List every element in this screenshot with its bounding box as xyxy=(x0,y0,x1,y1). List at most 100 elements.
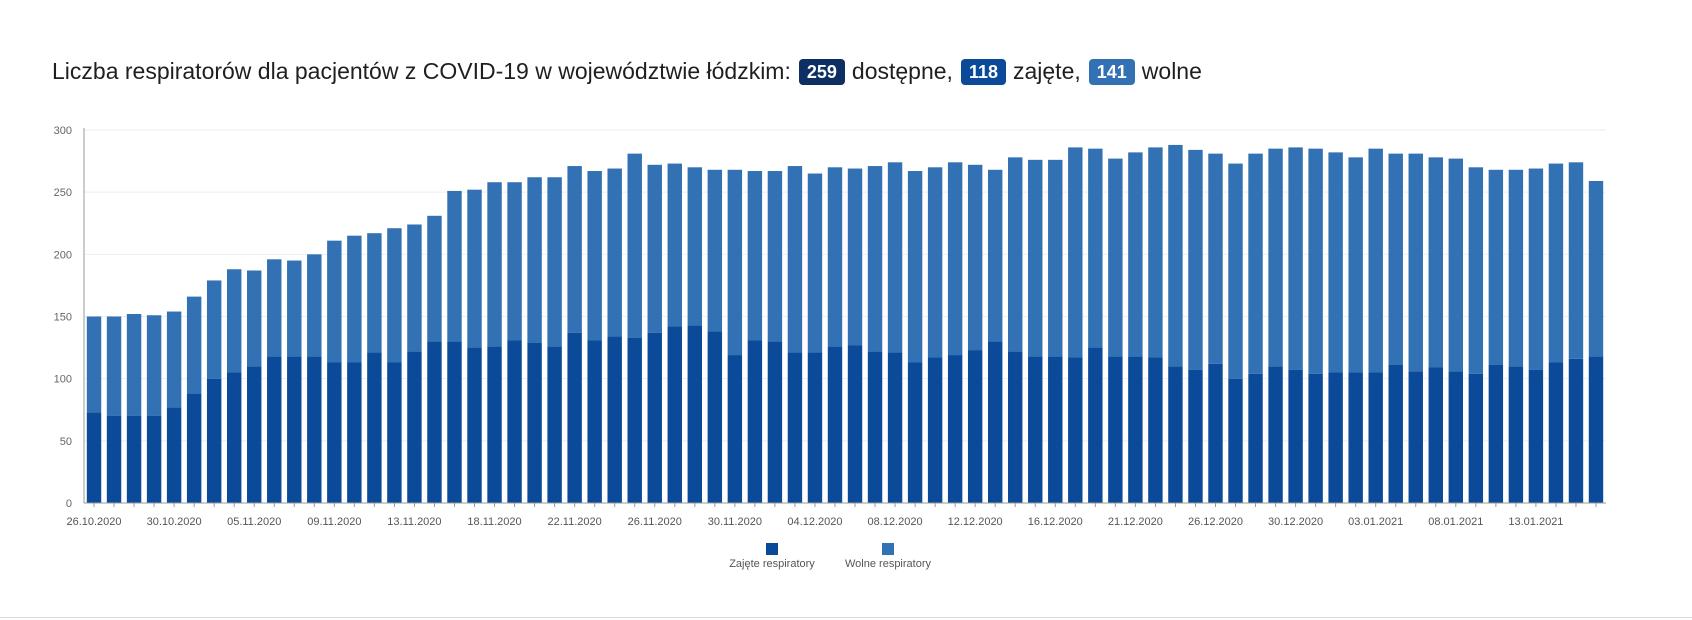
bar-free xyxy=(707,169,723,332)
bar-occupied xyxy=(166,407,182,503)
bar-occupied xyxy=(1308,373,1323,503)
bar-free xyxy=(487,182,502,347)
bar-free xyxy=(1468,167,1484,374)
bar-free xyxy=(347,235,362,363)
bar-occupied xyxy=(787,352,803,503)
bar-occupied xyxy=(1428,367,1443,503)
bar-free xyxy=(687,167,703,326)
bar-occupied xyxy=(527,342,542,503)
bar-occupied xyxy=(967,350,983,503)
bar-free xyxy=(647,164,662,333)
bar-occupied xyxy=(687,325,703,503)
bar-occupied xyxy=(247,366,262,503)
bar-occupied xyxy=(307,356,322,503)
bar-free xyxy=(387,228,402,363)
bar-occupied xyxy=(947,355,963,503)
bar-free xyxy=(747,171,763,341)
bar-occupied xyxy=(987,341,1003,503)
x-tick-label: 13.11.2020 xyxy=(387,516,441,528)
bar-occupied xyxy=(1328,372,1343,503)
bars xyxy=(86,144,1604,503)
legend: Zajęte respiratory Wolne respiratory xyxy=(729,543,931,570)
bar-free xyxy=(1368,148,1383,373)
bar-free xyxy=(367,233,382,353)
bar-free xyxy=(1248,153,1263,374)
bar-occupied xyxy=(1088,347,1103,503)
bar-occupied xyxy=(367,352,382,503)
bar-occupied xyxy=(747,340,763,503)
bar-occupied xyxy=(1148,357,1163,503)
bar-free xyxy=(947,162,963,356)
bar-free xyxy=(1388,153,1403,365)
bar-occupied xyxy=(1128,356,1143,503)
bar-free xyxy=(1448,158,1464,372)
bar-occupied xyxy=(1028,356,1043,503)
bar-occupied xyxy=(1288,369,1303,503)
bar-free xyxy=(267,259,282,357)
bar-occupied xyxy=(86,412,102,503)
bar-occupied xyxy=(1248,373,1263,503)
bar-occupied xyxy=(587,340,602,503)
bar-free xyxy=(1088,148,1103,348)
bar-occupied xyxy=(607,336,622,503)
x-tick-label: 22.11.2020 xyxy=(548,516,602,528)
bottom-divider xyxy=(0,617,1692,618)
y-tick-label: 100 xyxy=(54,374,72,386)
x-tick-label: 13.01.2021 xyxy=(1508,516,1563,528)
bar-free xyxy=(126,314,142,416)
y-tick-label: 50 xyxy=(60,436,72,448)
bar-free xyxy=(1188,149,1203,370)
x-tick-label: 12.12.2020 xyxy=(948,516,1003,528)
bar-free xyxy=(86,316,102,413)
bar-occupied xyxy=(126,415,142,503)
bar-free xyxy=(186,296,202,394)
y-tick-label: 150 xyxy=(54,312,72,324)
bar-occupied xyxy=(327,362,342,503)
bar-occupied xyxy=(1268,366,1283,503)
bar-occupied xyxy=(347,362,362,503)
legend-swatch-free xyxy=(882,543,894,555)
x-tick-label: 08.12.2020 xyxy=(868,516,923,528)
bar-free xyxy=(1588,180,1604,357)
bar-free xyxy=(1408,153,1423,372)
occupied-label: zajęte, xyxy=(1012,58,1081,84)
occupied-badge: 118 xyxy=(960,58,1006,85)
bar-free xyxy=(1308,148,1323,374)
bar-free xyxy=(307,254,322,357)
bar-occupied xyxy=(847,345,863,503)
legend-label-occupied: Zajęte respiratory xyxy=(729,558,815,570)
bar-occupied xyxy=(267,356,282,503)
bar-free xyxy=(527,177,542,343)
bar-occupied xyxy=(407,351,422,503)
bar-occupied xyxy=(1468,373,1484,503)
bar-free xyxy=(1028,159,1043,357)
bar-occupied xyxy=(1188,369,1203,503)
bar-free xyxy=(827,167,843,347)
bar-occupied xyxy=(727,355,743,503)
bar-free xyxy=(1568,162,1584,359)
x-tick-label: 09.11.2020 xyxy=(307,516,361,528)
bar-occupied xyxy=(1008,351,1023,503)
x-tick-label: 26.12.2020 xyxy=(1188,516,1243,528)
bar-occupied xyxy=(1568,358,1584,503)
bar-free xyxy=(327,240,342,363)
free-badge: 141 xyxy=(1088,58,1135,85)
bar-free xyxy=(1068,147,1083,358)
bar-occupied xyxy=(1048,356,1063,503)
legend-label-free: Wolne respiratory xyxy=(845,558,931,570)
bar-free xyxy=(1528,168,1544,370)
legend-swatch-occupied xyxy=(766,543,778,555)
bar-occupied xyxy=(1388,364,1403,503)
bar-free xyxy=(787,166,803,353)
bar-occupied xyxy=(447,341,462,503)
available-badge: 259 xyxy=(798,58,845,85)
bar-occupied xyxy=(807,352,823,503)
bar-free xyxy=(887,162,903,353)
bar-free xyxy=(627,153,642,338)
bar-free xyxy=(226,269,242,373)
bar-free xyxy=(867,166,883,352)
bar-free xyxy=(907,171,923,363)
bar-free xyxy=(1168,144,1183,367)
bar-free xyxy=(1548,163,1564,363)
bar-free xyxy=(547,177,562,347)
